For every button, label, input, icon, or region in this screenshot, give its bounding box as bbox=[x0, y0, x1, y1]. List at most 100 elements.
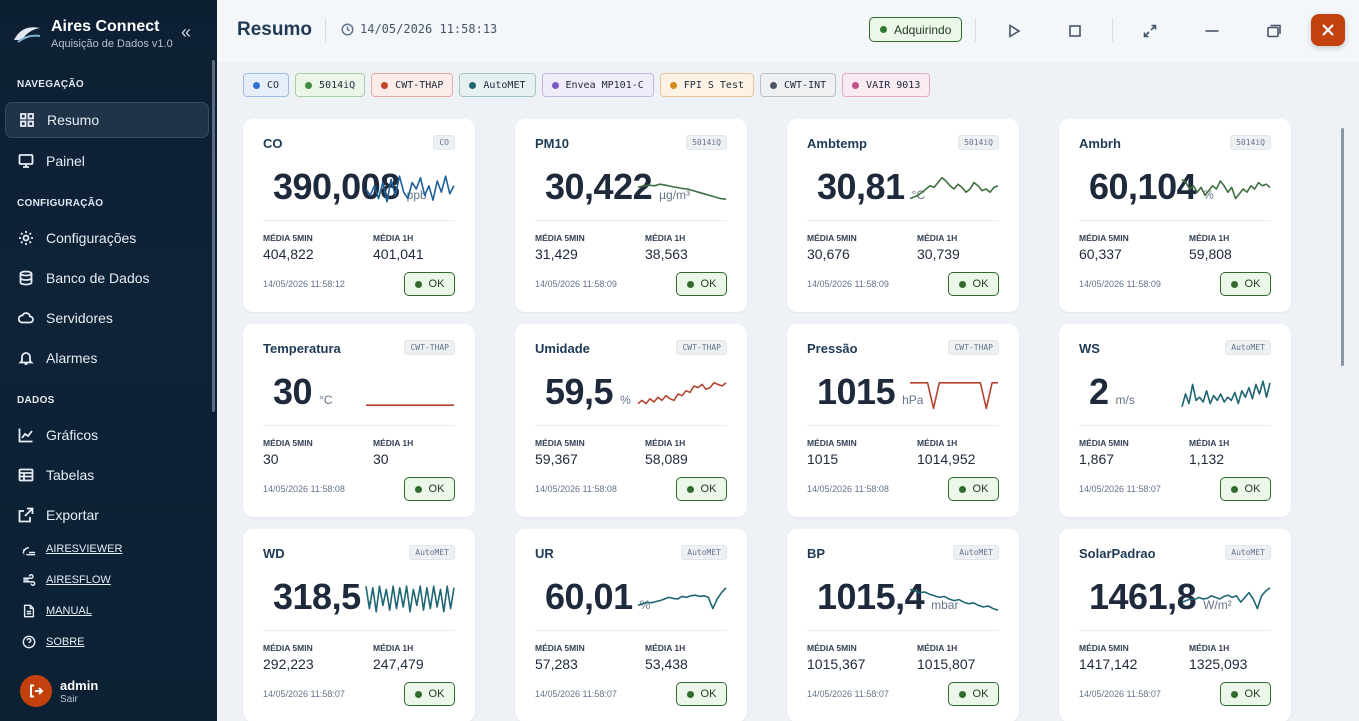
sparkline-path bbox=[637, 382, 727, 405]
sensor-card[interactable]: WD AutoMET 318,5 ° MÉDIA 5MIN 292,223 MÉDIA 1H… bbox=[243, 529, 475, 721]
ok-label: OK bbox=[972, 688, 989, 700]
sidebar-item-configuracoes[interactable]: Configurações bbox=[5, 220, 209, 256]
card-title: Ambrh bbox=[1079, 136, 1121, 151]
sensor-card[interactable]: BP AutoMET 1015,4 mbar MÉDIA 5MIN 1015,367 MÉD… bbox=[787, 529, 1019, 721]
ok-label: OK bbox=[972, 278, 989, 290]
sidebar-item-graficos[interactable]: Gráficos bbox=[5, 417, 209, 453]
sparkline bbox=[637, 183, 727, 200]
collapse-sidebar-button[interactable]: « bbox=[181, 22, 191, 43]
card-timestamp: 14/05/2026 11:58:12 bbox=[263, 279, 345, 289]
status-ok-badge: OK bbox=[948, 272, 999, 296]
maximize-button[interactable] bbox=[1258, 16, 1290, 46]
status-ok-badge: OK bbox=[404, 682, 455, 706]
link-airesviewer[interactable]: AIRESVIEWER bbox=[22, 539, 122, 559]
sidebar-scrollbar[interactable] bbox=[212, 60, 215, 412]
sensor-card[interactable]: Ambtemp 5014iQ 30,81 °C MÉDIA 5MIN 30,676 MÉDI… bbox=[787, 119, 1019, 312]
value-unit: % bbox=[639, 598, 651, 612]
link-label: AIRESFLOW bbox=[46, 574, 111, 586]
device-chip[interactable]: FPI S Test bbox=[659, 73, 754, 97]
double-chevron-left-icon: « bbox=[181, 22, 192, 42]
avg-1h-label: MÉDIA 1H bbox=[373, 438, 414, 448]
sidebar-item-resumo[interactable]: Resumo bbox=[5, 102, 209, 138]
card-title: Pressão bbox=[807, 341, 858, 356]
card-title: Temperatura bbox=[263, 341, 341, 356]
link-sobre[interactable]: SOBRE bbox=[22, 632, 85, 652]
avg-1h-value: 1325,093 bbox=[1189, 656, 1248, 672]
document-icon bbox=[22, 604, 38, 618]
close-window-button[interactable] bbox=[1311, 14, 1345, 46]
chart-line-icon bbox=[17, 427, 34, 444]
sensor-card[interactable]: Temperatura CWT-THAP 30 °C MÉDIA 5MIN 30 MÉDIA… bbox=[243, 324, 475, 517]
avg-5min-value: 57,283 bbox=[535, 656, 578, 672]
avg-5min-value: 404,822 bbox=[263, 246, 314, 262]
ok-label: OK bbox=[1244, 278, 1261, 290]
sensor-card[interactable]: PM10 5014iQ 30,422 µg/m³ MÉDIA 5MIN 31,429 MÉD… bbox=[515, 119, 747, 312]
device-chip-label: FPI S Test bbox=[683, 79, 744, 91]
ok-dot bbox=[958, 280, 966, 288]
sparkline-path bbox=[909, 588, 999, 611]
sensor-card[interactable]: UR AutoMET 60,01% MÉDIA 5MIN 57,283 MÉDIA 1H 5… bbox=[515, 529, 747, 721]
ok-label: OK bbox=[428, 278, 445, 290]
status-ok-badge: OK bbox=[404, 477, 455, 501]
fullscreen-button[interactable] bbox=[1134, 16, 1166, 46]
device-tag: CWT-THAP bbox=[948, 340, 999, 355]
status-ok-badge: OK bbox=[948, 477, 999, 501]
stop-acquisition-button[interactable] bbox=[1059, 16, 1091, 46]
ok-dot bbox=[414, 485, 422, 493]
avg-5min-value: 30,676 bbox=[807, 246, 850, 262]
device-chip[interactable]: AutoMET bbox=[459, 73, 536, 97]
avg-5min-value: 30 bbox=[263, 451, 279, 467]
sidebar-item-painel[interactable]: Painel bbox=[5, 143, 209, 179]
current-value: 1461,8 W/m² bbox=[1089, 576, 1232, 618]
avg-5min-value: 1015,367 bbox=[807, 656, 866, 672]
avg-1h-value: 1015,807 bbox=[917, 656, 976, 672]
bell-icon bbox=[17, 350, 34, 367]
sidebar-item-exportar[interactable]: Exportar bbox=[5, 497, 209, 533]
sensor-card[interactable]: WS AutoMET 2 m/s MÉDIA 5MIN 1,867 MÉDIA 1H 1,13… bbox=[1059, 324, 1291, 517]
sparkline-path bbox=[637, 587, 727, 610]
avg-5min-label: MÉDIA 5MIN bbox=[535, 233, 585, 243]
current-value: 60,01% bbox=[545, 576, 650, 618]
logout-label[interactable]: Sair bbox=[60, 694, 78, 705]
monitor-icon bbox=[17, 153, 34, 170]
card-timestamp: 14/05/2026 11:58:07 bbox=[1079, 689, 1161, 699]
device-color-dot bbox=[381, 81, 389, 89]
sensor-card[interactable]: Ambrh 5014iQ 60,104% MÉDIA 5MIN 60,337 MÉDIA … bbox=[1059, 119, 1291, 312]
sensor-card[interactable]: SolarPadrao AutoMET 1461,8 W/m² MÉDIA 5MIN 14… bbox=[1059, 529, 1291, 721]
avg-1h-value: 58,089 bbox=[645, 451, 688, 467]
start-acquisition-button[interactable] bbox=[998, 16, 1030, 46]
device-chip[interactable]: 5014iQ bbox=[295, 73, 366, 97]
value-number: 1015 bbox=[817, 371, 896, 412]
minimize-button[interactable] bbox=[1196, 16, 1228, 46]
sidebar-item-alarmes[interactable]: Alarmes bbox=[5, 340, 209, 376]
device-chip[interactable]: Envea MP101-C bbox=[541, 73, 654, 97]
avg-5min-value: 31,429 bbox=[535, 246, 578, 262]
status-ok-badge: OK bbox=[676, 272, 727, 296]
logout-button[interactable] bbox=[20, 675, 52, 707]
card-divider bbox=[807, 425, 999, 426]
device-chip[interactable]: CWT-INT bbox=[760, 73, 837, 97]
sparkline bbox=[909, 588, 999, 611]
link-label: MANUAL bbox=[46, 605, 92, 617]
sidebar-item-tabelas[interactable]: Tabelas bbox=[5, 457, 209, 493]
device-chip[interactable]: VAIR 9013 bbox=[842, 73, 931, 97]
main-scrollbar[interactable] bbox=[1341, 128, 1344, 366]
minimize-icon bbox=[1205, 30, 1219, 32]
sensor-card[interactable]: Pressão CWT-THAP 1015 hPa MÉDIA 5MIN 1015 MÉDI… bbox=[787, 324, 1019, 517]
sidebar-item-banco-de-dados[interactable]: Banco de Dados bbox=[5, 260, 209, 296]
card-divider bbox=[263, 630, 455, 631]
device-chip-label: Envea MP101-C bbox=[565, 79, 644, 91]
device-chip[interactable]: CO bbox=[243, 73, 290, 97]
section-title-navegacao: NAVEGAÇÃO bbox=[17, 79, 84, 90]
card-timestamp: 14/05/2026 11:58:07 bbox=[1079, 484, 1161, 494]
link-airesflow[interactable]: AIRESFLOW bbox=[22, 570, 111, 590]
avg-1h-value: 1,132 bbox=[1189, 451, 1225, 467]
ok-label: OK bbox=[428, 688, 445, 700]
sensor-card[interactable]: Umidade CWT-THAP 59,5% MÉDIA 5MIN 59,367 MÉDI… bbox=[515, 324, 747, 517]
device-chip[interactable]: CWT-THAP bbox=[371, 73, 454, 97]
sensor-card[interactable]: CO CO 390,008 ppb MÉDIA 5MIN 404,822 MÉDIA 1H 4… bbox=[243, 119, 475, 312]
current-value: 390,008 ppb bbox=[273, 166, 427, 208]
link-manual[interactable]: MANUAL bbox=[22, 601, 92, 621]
sidebar-item-servidores[interactable]: Servidores bbox=[5, 300, 209, 336]
ok-label: OK bbox=[1244, 483, 1261, 495]
